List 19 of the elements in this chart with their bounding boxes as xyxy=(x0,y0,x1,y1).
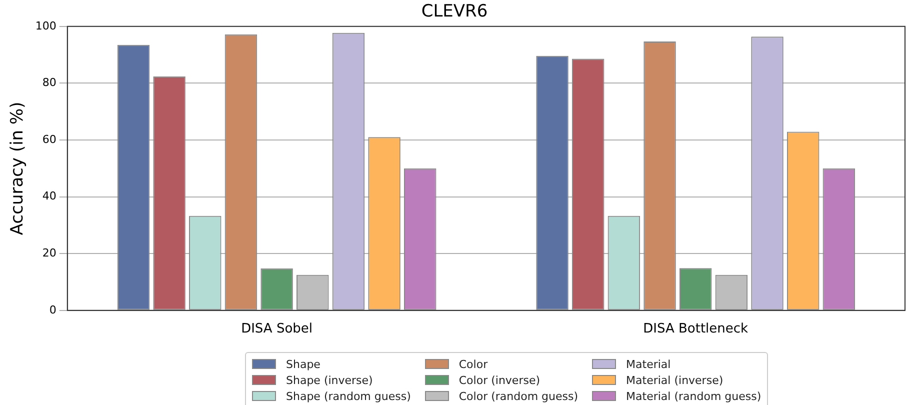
legend-label: Shape (inverse) xyxy=(286,374,373,386)
legend-label: Material (random guess) xyxy=(626,390,762,402)
legend-label: Color (random guess) xyxy=(458,390,578,402)
legend-label: Material xyxy=(626,358,671,370)
y-tick-label: 40 xyxy=(42,190,56,203)
chart-title: CLEVR6 xyxy=(421,2,488,22)
x-tick-label: DISA Sobel xyxy=(241,322,313,337)
y-axis-title: Accuracy (in %) xyxy=(8,102,28,236)
legend-label: Color (inverse) xyxy=(458,374,540,386)
legend-label: Color xyxy=(458,358,488,370)
legend-label: Shape (random guess) xyxy=(286,390,411,402)
y-tick-label: 0 xyxy=(49,303,56,316)
legend-label: Material (inverse) xyxy=(626,374,724,386)
legend-label: Shape xyxy=(286,358,320,370)
y-tick-label: 60 xyxy=(42,132,56,146)
y-tick-label: 100 xyxy=(35,19,56,32)
y-tick-label: 20 xyxy=(42,246,56,260)
x-tick-label: DISA Bottleneck xyxy=(643,322,749,337)
y-tick-label: 80 xyxy=(42,76,56,90)
